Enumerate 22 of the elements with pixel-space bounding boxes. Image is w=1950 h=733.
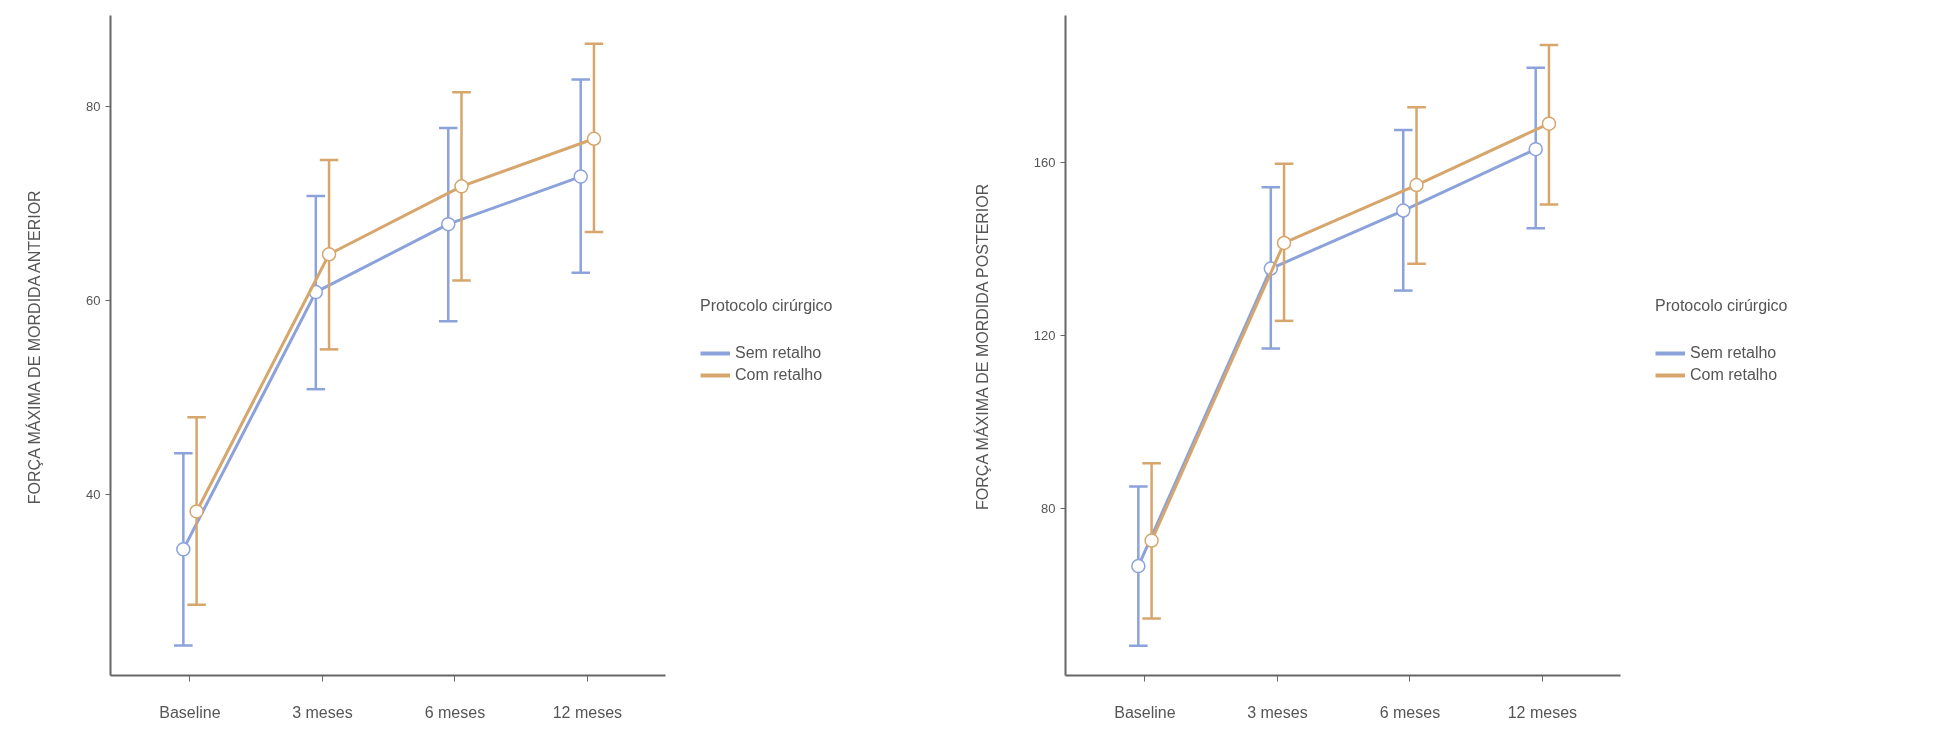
legend-label: Sem retalho — [1690, 344, 1777, 362]
x-tick-label: Baseline — [1114, 703, 1176, 721]
y-tick-label: 60 — [86, 293, 101, 309]
y-tick-label: 80 — [86, 99, 101, 115]
y-axis-title: FORÇA MÁXIMA DE MORDIDA ANTERIOR — [25, 190, 44, 505]
x-tick-label: 6 meses — [1379, 703, 1441, 721]
x-tick-label: 12 meses — [552, 703, 623, 721]
y-tick-label: 120 — [1033, 328, 1056, 344]
x-tick-label: 12 meses — [1507, 703, 1578, 721]
x-tick-label: Baseline — [159, 703, 221, 721]
x-tick-label: 3 meses — [1247, 703, 1308, 721]
y-tick-label: 80 — [1041, 501, 1056, 517]
legend-title: Protocolo cirúrgico — [1655, 297, 1788, 315]
y-axis-title: FORÇA MÁXIMA DE MORDIDA POSTERIOR — [972, 183, 991, 510]
x-tick-label: 6 meses — [424, 703, 486, 721]
legend-label: Sem retalho — [735, 344, 822, 362]
x-tick-label: 3 meses — [292, 703, 353, 721]
y-tick-label: 40 — [86, 487, 101, 503]
y-tick-label: 160 — [1033, 155, 1056, 171]
legend-label: Com retalho — [735, 366, 823, 384]
legend-label: Com retalho — [1690, 366, 1778, 384]
legend-title: Protocolo cirúrgico — [700, 297, 833, 315]
